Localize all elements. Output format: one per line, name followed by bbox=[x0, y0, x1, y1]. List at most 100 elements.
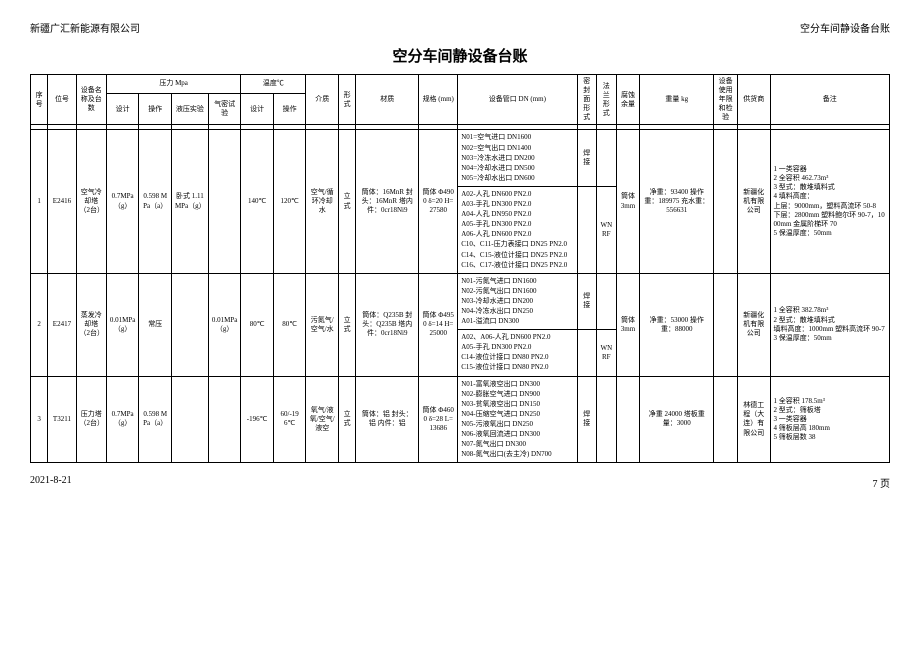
table-cell bbox=[577, 186, 597, 273]
nozzle-cell: A02-人孔 DN600 PN2.0A03-手孔 DN300 PN2.0A04-… bbox=[458, 186, 577, 273]
table-cell: 0.598 MPa（a） bbox=[139, 130, 172, 273]
table-cell: -196℃ bbox=[241, 376, 274, 463]
table-cell: 焊接 bbox=[577, 130, 597, 186]
table-head: 序号 位号 设备名称及台数 压力 Mpa 温度℃ 介质 形式 材质 规格 (mm… bbox=[31, 75, 890, 130]
col-corr: 腐蚀余量 bbox=[616, 75, 640, 125]
nozzle-cell: A02、A06-人孔 DN600 PN2.0A05-手孔 DN300 PN2.0… bbox=[458, 330, 577, 376]
col-spec: 规格 (mm) bbox=[419, 75, 458, 125]
col-weight: 重量 kg bbox=[640, 75, 714, 125]
table-cell: 80℃ bbox=[241, 273, 274, 376]
table-cell: WN RF bbox=[597, 186, 617, 273]
table-cell: 新疆化机有限公司 bbox=[738, 273, 771, 376]
col-temp: 温度℃ bbox=[241, 75, 306, 94]
table-row: 3T3211压力塔（2台）0.7MPa（g）0.598 MPa（a） -196℃6… bbox=[31, 376, 890, 463]
table-cell: 立式 bbox=[338, 273, 355, 376]
table-cell: 筒体 3mm bbox=[616, 130, 640, 273]
table-cell bbox=[171, 273, 208, 376]
col-seal: 密封面形式 bbox=[577, 75, 597, 125]
table-cell: 净重 24000 塔板重量：3000 bbox=[640, 376, 714, 463]
table-cell: 0.7MPa（g） bbox=[106, 130, 139, 273]
table-cell: 氧气/液氧/空气/液空 bbox=[306, 376, 339, 463]
footer-page: 7 页 bbox=[873, 475, 891, 490]
table-cell: 60/-196℃ bbox=[273, 376, 306, 463]
table-cell: 120℃ bbox=[273, 130, 306, 273]
table-cell: 焊接 bbox=[577, 273, 597, 329]
table-cell: 筒体：铝 封头：铝 内件：铝 bbox=[356, 376, 419, 463]
table-cell: T3211 bbox=[48, 376, 76, 463]
doc-name: 空分车间静设备台账 bbox=[800, 20, 890, 35]
table-cell: 立式 bbox=[338, 130, 355, 273]
table-cell: 筒体 Φ4900 δ=20 H=27580 bbox=[419, 130, 458, 273]
table-cell bbox=[714, 376, 738, 463]
table-cell: 筒体 3mm bbox=[616, 273, 640, 376]
col-p-air: 气密试验 bbox=[208, 94, 241, 125]
col-p-oper: 操作 bbox=[139, 94, 172, 125]
col-supplier: 供货商 bbox=[738, 75, 771, 125]
table-cell: 筒体 Φ4950 δ=14 H=25000 bbox=[419, 273, 458, 376]
footer-date: 2021-8-21 bbox=[30, 475, 72, 490]
table-cell: 压力塔（2台） bbox=[76, 376, 106, 463]
col-medium: 介质 bbox=[306, 75, 339, 125]
page-header: 新疆广汇新能源有限公司 空分车间静设备台账 bbox=[30, 20, 890, 35]
col-material: 材质 bbox=[356, 75, 419, 125]
table-cell: 污氮气/空气/水 bbox=[306, 273, 339, 376]
col-nozzle: 设备管口 DN (mm) bbox=[458, 75, 577, 125]
table-cell: 林德工程（大连）有限公司 bbox=[738, 376, 771, 463]
table-cell bbox=[171, 376, 208, 463]
table-cell: 卧式 1.11MPa（g） bbox=[171, 130, 208, 273]
equipment-table: 序号 位号 设备名称及台数 压力 Mpa 温度℃ 介质 形式 材质 规格 (mm… bbox=[30, 74, 890, 463]
page-title: 空分车间静设备台账 bbox=[30, 45, 890, 66]
table-cell: 0.7MPa（g） bbox=[106, 376, 139, 463]
col-t-design: 设计 bbox=[241, 94, 274, 125]
table-cell bbox=[714, 273, 738, 376]
table-cell: 3 bbox=[31, 376, 48, 463]
table-cell: 净重：53000 操作重：88000 bbox=[640, 273, 714, 376]
table-cell bbox=[714, 130, 738, 273]
table-cell: 80℃ bbox=[273, 273, 306, 376]
col-name: 设备名称及台数 bbox=[76, 75, 106, 125]
table-cell: E2416 bbox=[48, 130, 76, 273]
col-form: 形式 bbox=[338, 75, 355, 125]
company-name: 新疆广汇新能源有限公司 bbox=[30, 20, 140, 35]
page-footer: 2021-8-21 7 页 bbox=[30, 475, 890, 490]
col-t-oper: 操作 bbox=[273, 94, 306, 125]
table-cell: 0.01MPa（g） bbox=[208, 273, 241, 376]
remark-cell: 1 全容积 382.78m³2 型式：散堆填料式填料高度：1000mm 塑料高流… bbox=[770, 273, 889, 376]
table-cell: 筒体：Q235B 封头：Q235B 塔内件：0cr18Ni9 bbox=[356, 273, 419, 376]
col-life: 设备使用年限和检验 bbox=[714, 75, 738, 125]
col-p-design: 设计 bbox=[106, 94, 139, 125]
col-remark: 备注 bbox=[770, 75, 889, 125]
nozzle-cell: N01-污氮气进口 DN1600N02-污氮气出口 DN1600N03-冷却水进… bbox=[458, 273, 577, 329]
col-flange: 法兰形式 bbox=[597, 75, 617, 125]
table-cell: 立式 bbox=[338, 376, 355, 463]
table-cell: 0.598 MPa（a） bbox=[139, 376, 172, 463]
table-cell bbox=[597, 273, 617, 329]
table-row: 2E2417蒸发冷却塔（2台）0.01MPa（g）常压0.01MPa（g）80℃… bbox=[31, 273, 890, 329]
table-cell: 蒸发冷却塔（2台） bbox=[76, 273, 106, 376]
table-cell: 空气冷却塔（2台） bbox=[76, 130, 106, 273]
table-cell: E2417 bbox=[48, 273, 76, 376]
table-cell bbox=[208, 376, 241, 463]
nozzle-cell: N01=空气进口 DN1600N02=空气出口 DN1400N03=冷冻水进口 … bbox=[458, 130, 577, 186]
table-cell: WN RF bbox=[597, 330, 617, 376]
table-cell: 净重：93400 操作重：189975 充水重：556631 bbox=[640, 130, 714, 273]
table-cell: 1 bbox=[31, 130, 48, 273]
table-cell: 筒体 Φ4600 δ=28 L=13686 bbox=[419, 376, 458, 463]
table-cell: 常压 bbox=[139, 273, 172, 376]
table-cell bbox=[597, 130, 617, 186]
table-cell: 新疆化机有限公司 bbox=[738, 130, 771, 273]
table-cell: 140℃ bbox=[241, 130, 274, 273]
col-pos: 位号 bbox=[48, 75, 76, 125]
table-cell bbox=[616, 376, 640, 463]
table-cell bbox=[577, 330, 597, 376]
table-cell bbox=[208, 130, 241, 273]
table-cell: 筒体：16MnR 封头：16MnR 塔内件：0cr18Ni9 bbox=[356, 130, 419, 273]
remark-cell: 1 全容积 178.5m³2 型式：筛板塔3 一类容器4 筛板层高 180mm5… bbox=[770, 376, 889, 463]
remark-cell: 1 一类容器2 全容积 462.73m³3 型式：散堆填料式4 填料高度：上层：… bbox=[770, 130, 889, 273]
col-pressure: 压力 Mpa bbox=[106, 75, 240, 94]
col-seq: 序号 bbox=[31, 75, 48, 125]
col-p-hydro: 液压实验 bbox=[171, 94, 208, 125]
table-cell: 2 bbox=[31, 273, 48, 376]
table-cell: 焊接 bbox=[577, 376, 597, 463]
table-cell bbox=[597, 376, 617, 463]
